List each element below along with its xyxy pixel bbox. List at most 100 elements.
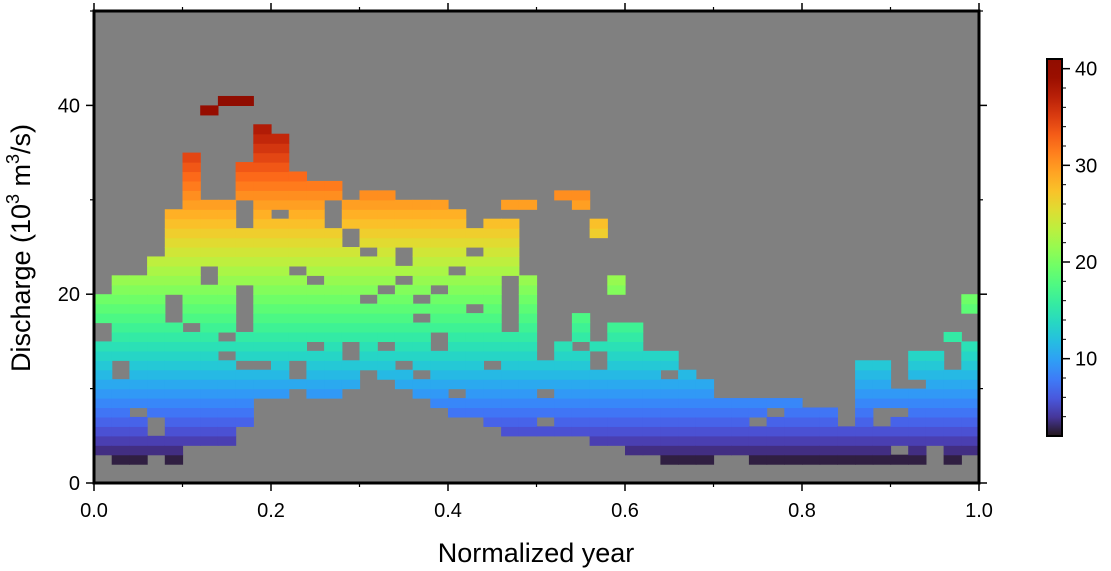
heatmap-cell <box>713 398 732 409</box>
heatmap-cell <box>129 426 148 437</box>
heatmap-cell <box>200 435 219 446</box>
heatmap-cell <box>377 199 396 210</box>
heatmap-cell <box>571 379 591 390</box>
heatmap-cell <box>306 265 325 276</box>
heatmap-cell <box>695 398 715 409</box>
heatmap-cell <box>571 398 591 409</box>
heatmap-cell <box>943 331 962 342</box>
heatmap-cell <box>536 379 555 390</box>
heatmap-cell <box>430 313 449 324</box>
heatmap-cell <box>430 275 449 286</box>
heatmap-cell <box>182 152 201 163</box>
heatmap-cell <box>288 341 307 352</box>
heatmap-cell <box>200 369 219 380</box>
heatmap-cell <box>430 228 449 239</box>
heatmap-cell <box>430 360 449 371</box>
heatmap-cell <box>217 228 237 239</box>
heatmap-cell <box>678 426 697 437</box>
heatmap-cell <box>448 313 467 324</box>
heatmap-cell <box>819 416 838 427</box>
heatmap-cell <box>271 369 290 380</box>
heatmap-cell <box>855 435 874 446</box>
heatmap-cell <box>501 265 520 276</box>
heatmap-cell <box>147 435 166 446</box>
heatmap-cell <box>164 228 184 239</box>
heatmap-cell <box>200 105 219 116</box>
heatmap-cell <box>147 369 166 380</box>
heatmap-cell <box>182 398 201 409</box>
heatmap-cell <box>961 360 980 371</box>
heatmap-cell <box>518 284 538 295</box>
heatmap-cell <box>200 426 219 437</box>
heatmap-cell <box>713 416 732 427</box>
heatmap-cell <box>200 218 219 229</box>
heatmap-cell <box>200 228 219 239</box>
heatmap-cell <box>501 398 520 409</box>
heatmap-cell <box>430 247 449 258</box>
heatmap-cell <box>483 284 502 295</box>
heatmap-cell <box>412 379 431 390</box>
heatmap-cell <box>200 294 219 305</box>
colorbar-ticks: 10 20 30 40 <box>1062 59 1097 418</box>
heatmap-cell <box>147 350 166 361</box>
heatmap-cell <box>961 407 980 418</box>
heatmap-cell <box>501 218 520 229</box>
heatmap-cell <box>341 294 361 305</box>
heatmap-cell <box>571 331 591 342</box>
heatmap-cell <box>94 379 113 390</box>
heatmap-cell <box>448 247 467 258</box>
heatmap-cell <box>377 256 396 267</box>
heatmap-cell <box>589 388 608 399</box>
heatmap-cell <box>394 228 414 239</box>
heatmap-cell <box>501 388 520 399</box>
heatmap-cell <box>217 360 237 371</box>
heatmap-cell <box>324 275 343 286</box>
heatmap-cell <box>200 331 219 342</box>
heatmap-cell <box>819 454 838 465</box>
heatmap-cell <box>448 218 467 229</box>
heatmap-cell <box>271 180 290 191</box>
heatmap-cell <box>235 95 254 106</box>
heatmap-cell <box>182 218 201 229</box>
heatmap-cell <box>324 369 343 380</box>
heatmap-cell <box>164 331 184 342</box>
heatmap-cell <box>359 265 378 276</box>
heatmap-cell <box>518 407 538 418</box>
heatmap-cell <box>678 454 697 465</box>
heatmap-cell <box>111 303 130 314</box>
heatmap-cell <box>483 388 502 399</box>
heatmap-cell <box>324 388 343 399</box>
heatmap-cell <box>200 379 219 390</box>
heatmap-cell <box>465 388 484 399</box>
heatmap-cell <box>625 398 644 409</box>
heatmap-cell <box>554 360 573 371</box>
heatmap-cell <box>200 398 219 409</box>
heatmap-cell <box>642 360 661 371</box>
heatmap-cell <box>271 350 290 361</box>
heatmap-cell <box>925 426 945 437</box>
heatmap-cell <box>129 294 148 305</box>
heatmap-cell <box>324 256 343 267</box>
heatmap-cell <box>872 426 892 437</box>
heatmap-cell <box>94 416 113 427</box>
heatmap-cell <box>908 426 927 437</box>
heatmap-cell <box>288 331 307 342</box>
heatmap-cell <box>147 388 166 399</box>
heatmap-cell <box>306 331 325 342</box>
heatmap-cell <box>501 350 520 361</box>
heatmap-cell <box>784 407 803 418</box>
heatmap-cell <box>182 190 201 201</box>
heatmap-cell <box>288 247 307 258</box>
heatmap-cell <box>94 341 113 352</box>
heatmap-cell <box>147 265 166 276</box>
heatmap-cell <box>660 398 679 409</box>
heatmap-cell <box>94 360 113 371</box>
heatmap-cell <box>324 350 343 361</box>
heatmap-cell <box>324 322 343 333</box>
heatmap-cell <box>465 398 484 409</box>
heatmap-cell <box>217 398 237 409</box>
heatmap-cell <box>518 303 538 314</box>
heatmap-cell <box>129 369 148 380</box>
heatmap-cell <box>766 398 785 409</box>
heatmap-cell <box>925 369 945 380</box>
